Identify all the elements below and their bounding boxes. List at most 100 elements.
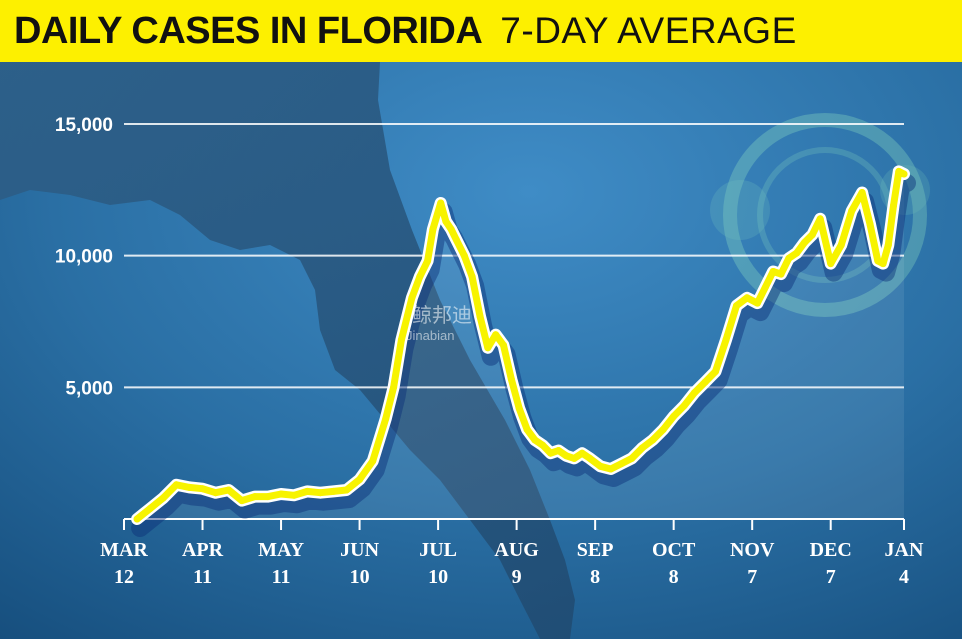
y-tick-label: 15,000: [55, 115, 113, 136]
data-point: [753, 299, 761, 307]
x-tick-month: JAN: [885, 539, 924, 561]
x-tick-date: 12: [114, 566, 134, 588]
data-point: [416, 273, 424, 281]
data-point: [547, 449, 555, 457]
data-point: [185, 483, 193, 491]
data-point: [316, 489, 324, 497]
data-point: [848, 207, 856, 215]
x-tick-month: NOV: [730, 539, 775, 561]
data-point: [460, 252, 468, 260]
data-point: [539, 441, 547, 449]
watermark-line1: 鲸邦迪: [412, 304, 472, 327]
data-point: [382, 415, 390, 423]
data-point: [356, 476, 364, 483]
data-point: [523, 426, 531, 433]
data-point: [858, 189, 866, 196]
y-tick-label: 10,000: [55, 247, 113, 268]
x-tick-month: JUN: [340, 539, 379, 561]
data-point: [507, 375, 515, 383]
chart-title: DAILY CASES IN FLORIDA: [14, 9, 483, 52]
data-point: [793, 249, 801, 257]
data-point: [722, 336, 730, 344]
x-tick-date: 4: [899, 566, 909, 588]
data-point: [801, 239, 808, 246]
data-point: [303, 487, 311, 495]
data-point: [133, 515, 141, 523]
data-point: [769, 268, 777, 275]
data-point: [680, 402, 688, 410]
data-point: [343, 486, 350, 494]
x-tick-month: AUG: [494, 539, 539, 561]
data-point: [596, 462, 604, 470]
x-tick-date: 8: [590, 566, 600, 588]
data-point: [531, 436, 539, 444]
series-area: [137, 171, 905, 519]
data-point: [866, 220, 874, 228]
data-point: [761, 283, 769, 291]
data-point: [447, 225, 455, 233]
data-point: [827, 260, 835, 268]
data-point: [159, 494, 167, 502]
data-point: [408, 294, 416, 302]
data-point: [424, 257, 432, 265]
x-tick-date: 9: [512, 566, 522, 588]
data-point: [607, 465, 615, 473]
x-tick-month: SEP: [577, 539, 614, 561]
data-point: [437, 199, 445, 207]
x-tick-month: OCT: [652, 539, 696, 561]
data-point: [397, 336, 405, 344]
data-point: [879, 260, 887, 268]
watermark-line2: Jinabian: [406, 328, 454, 343]
data-point: [225, 486, 233, 494]
land-mass: [0, 62, 575, 639]
data-point: [578, 449, 586, 457]
x-tick-month: APR: [182, 539, 224, 561]
x-tick-month: JUL: [419, 539, 457, 561]
data-point: [570, 454, 578, 462]
x-tick-month: MAY: [258, 539, 304, 561]
chart-subtitle: 7-DAY AVERAGE: [500, 10, 797, 51]
data-point: [555, 447, 562, 454]
data-point: [500, 341, 507, 349]
data-point: [785, 254, 793, 262]
x-tick-date: 8: [669, 566, 679, 588]
data-point: [777, 270, 785, 278]
data-point: [670, 412, 678, 420]
data-point: [816, 215, 824, 223]
data-point: [329, 487, 337, 495]
watermark: 鲸邦迪 Jinabian: [406, 304, 472, 343]
data-point: [659, 426, 667, 433]
x-tick-date: 7: [747, 566, 757, 588]
data-point: [277, 490, 285, 498]
data-point: [429, 225, 437, 233]
data-point: [264, 493, 272, 501]
data-point: [649, 436, 657, 444]
data-point: [900, 170, 908, 178]
data-point: [468, 273, 476, 281]
data-point: [442, 217, 450, 225]
data-point: [492, 331, 500, 339]
data-point: [638, 444, 646, 452]
data-point: [251, 493, 259, 501]
data-point: [701, 378, 709, 386]
data-point: [199, 485, 206, 493]
x-tick-date: 11: [193, 566, 212, 588]
data-point: [733, 302, 740, 310]
data-point: [837, 241, 845, 249]
x-tick-date: 10: [350, 566, 370, 588]
data-point: [484, 344, 492, 352]
data-point: [743, 294, 751, 302]
series-line: [133, 167, 908, 523]
data-point: [515, 404, 523, 412]
x-tick-date: 10: [428, 566, 448, 588]
data-point: [712, 368, 719, 375]
data-point: [586, 454, 594, 462]
data-point: [628, 454, 636, 462]
data-point: [212, 489, 220, 497]
data-point: [390, 383, 398, 391]
data-point: [562, 452, 570, 460]
x-tick-month: MAR: [100, 539, 148, 561]
data-point: [691, 389, 699, 397]
